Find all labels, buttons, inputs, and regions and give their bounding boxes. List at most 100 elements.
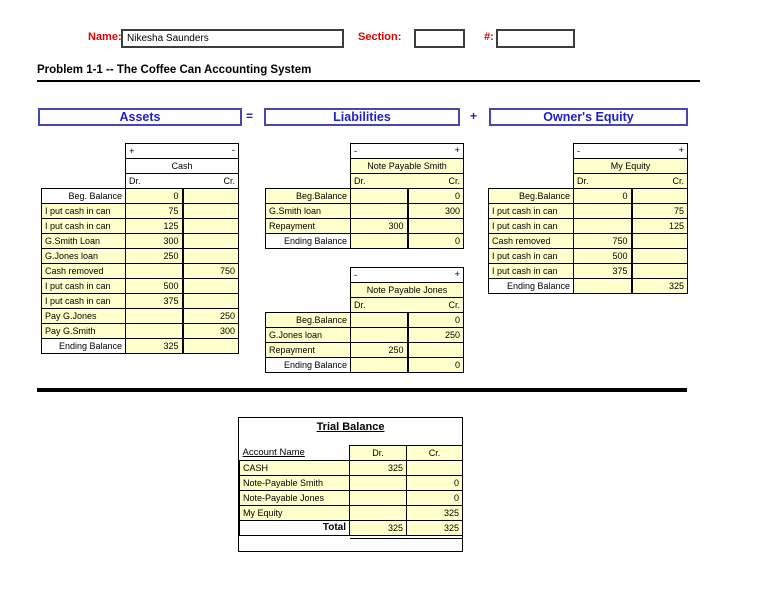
table-row: Repayment 300 xyxy=(265,218,464,234)
number-input[interactable] xyxy=(496,29,575,48)
table-row: Ending Balance 0 xyxy=(265,233,464,249)
row-label-cell: I put cash in can xyxy=(41,278,126,294)
dr-value-cell[interactable] xyxy=(350,312,409,328)
row-label-cell: G.Jones loan xyxy=(265,327,351,343)
sign-row: - + xyxy=(266,267,464,283)
dr-value-cell[interactable]: 0 xyxy=(573,188,633,204)
table-row: G.Jones loan 250 xyxy=(265,327,464,343)
tb-cr-header: Cr. xyxy=(406,445,463,461)
cr-value-cell[interactable] xyxy=(631,233,688,249)
dr-value-cell[interactable] xyxy=(350,203,409,219)
dr-value-cell[interactable]: 300 xyxy=(125,233,184,249)
cr-value-cell[interactable] xyxy=(182,203,239,219)
dr-value-cell[interactable] xyxy=(573,278,633,294)
cr-value-cell[interactable]: 250 xyxy=(407,327,464,343)
cr-value-cell[interactable]: 0 xyxy=(406,490,463,506)
cr-value-cell[interactable] xyxy=(631,263,688,279)
cr-value-cell[interactable] xyxy=(182,278,239,294)
cr-value-cell[interactable]: 0 xyxy=(407,188,464,204)
dr-value-cell[interactable] xyxy=(573,203,633,219)
cr-value-cell[interactable] xyxy=(407,342,464,358)
credit-sign: + xyxy=(454,144,460,156)
cr-value-cell[interactable]: 0 xyxy=(406,475,463,491)
debit-sign: - xyxy=(577,145,581,157)
credit-sign: + xyxy=(678,144,684,156)
dr-value-cell[interactable] xyxy=(573,218,633,234)
cr-value-cell[interactable] xyxy=(182,248,239,264)
dr-value-cell[interactable]: 325 xyxy=(125,338,184,354)
dr-value-cell[interactable] xyxy=(350,357,409,373)
table-row: My Equity 325 xyxy=(239,505,463,521)
dr-value-cell[interactable] xyxy=(125,323,184,339)
dr-value-cell[interactable]: 500 xyxy=(573,248,633,264)
table-row: Beg.Balance 0 xyxy=(488,188,688,204)
row-label-cell: Ending Balance xyxy=(488,278,574,294)
cr-value-cell[interactable]: 250 xyxy=(182,308,239,324)
dr-value-cell[interactable]: 300 xyxy=(350,218,409,234)
dr-value-cell[interactable]: 75 xyxy=(125,203,184,219)
row-label-cell: Repayment xyxy=(265,342,351,358)
number-label: #: xyxy=(484,31,494,43)
dr-value-cell[interactable]: 0 xyxy=(125,188,184,204)
dr-value-cell[interactable] xyxy=(349,475,407,491)
dr-value-cell[interactable]: 750 xyxy=(573,233,633,249)
cr-value-cell[interactable]: 300 xyxy=(182,323,239,339)
name-input[interactable]: Nikesha Saunders xyxy=(121,29,344,48)
cr-value-cell[interactable]: 325 xyxy=(406,505,463,521)
table-row: I put cash in can 125 xyxy=(488,218,688,234)
table-row: G.Smith Loan 300 xyxy=(41,233,239,249)
cr-value-cell[interactable] xyxy=(631,188,688,204)
dr-value-cell[interactable] xyxy=(349,490,407,506)
dr-value-cell[interactable]: 500 xyxy=(125,278,184,294)
cr-value-cell[interactable]: 300 xyxy=(407,203,464,219)
table-row: Beg.Balance 0 xyxy=(265,188,464,204)
dr-value-cell[interactable] xyxy=(350,233,409,249)
cr-value-cell[interactable]: 750 xyxy=(182,263,239,279)
drcr-row: Dr. Cr. xyxy=(42,173,239,189)
dr-value-cell[interactable]: 375 xyxy=(125,293,184,309)
dr-value-cell[interactable]: 325 xyxy=(349,520,407,536)
cr-value-cell[interactable]: 325 xyxy=(406,520,463,536)
cr-value-cell[interactable] xyxy=(406,460,463,476)
table-row: Ending Balance 325 xyxy=(488,278,688,294)
cr-value-cell[interactable]: 0 xyxy=(407,233,464,249)
cr-value-cell[interactable] xyxy=(631,248,688,264)
dr-value-cell[interactable]: 375 xyxy=(573,263,633,279)
cr-value-cell[interactable] xyxy=(182,293,239,309)
cr-value-cell[interactable] xyxy=(407,218,464,234)
dr-value-cell[interactable] xyxy=(125,263,184,279)
cr-value-cell[interactable] xyxy=(182,338,239,354)
cr-value-cell[interactable] xyxy=(182,233,239,249)
cr-value-cell[interactable]: 0 xyxy=(407,357,464,373)
row-label-cell: I put cash in can xyxy=(488,218,574,234)
cr-value-cell[interactable]: 125 xyxy=(631,218,688,234)
row-label-cell: Beg.Balance xyxy=(488,188,574,204)
plus-sign: + xyxy=(470,109,478,123)
section-input[interactable] xyxy=(414,29,465,48)
dr-value-cell[interactable] xyxy=(349,505,407,521)
dr-value-cell[interactable]: 250 xyxy=(125,248,184,264)
equity-header: Owner's Equity xyxy=(489,108,688,126)
cr-value-cell[interactable]: 325 xyxy=(631,278,688,294)
table-row: Repayment 250 xyxy=(265,342,464,358)
row-label-cell: Ending Balance xyxy=(41,338,126,354)
dr-value-cell[interactable] xyxy=(350,188,409,204)
cr-value-cell[interactable] xyxy=(182,188,239,204)
table-row: Note-Payable Jones 0 xyxy=(239,490,463,506)
cr-value-cell[interactable]: 0 xyxy=(407,312,464,328)
cash-account-table: + - Cash Dr. Cr. Beg. Balance 0 I put cash… xyxy=(41,143,239,354)
cr-value-cell[interactable]: 75 xyxy=(631,203,688,219)
cr-value-cell[interactable] xyxy=(182,218,239,234)
dr-value-cell[interactable] xyxy=(125,308,184,324)
table-row: Beg.Balance 0 xyxy=(265,312,464,328)
table-row: Beg. Balance 0 xyxy=(41,188,239,204)
heading-underline xyxy=(37,80,700,82)
row-label-cell: Note-Payable Smith xyxy=(239,475,350,491)
table-row: Cash removed 750 xyxy=(488,233,688,249)
drcr-row: Dr. Cr. xyxy=(489,173,688,189)
account-name-header: Account Name xyxy=(242,447,305,459)
dr-value-cell[interactable]: 325 xyxy=(349,460,407,476)
dr-value-cell[interactable]: 250 xyxy=(350,342,409,358)
dr-value-cell[interactable]: 125 xyxy=(125,218,184,234)
dr-value-cell[interactable] xyxy=(350,327,409,343)
